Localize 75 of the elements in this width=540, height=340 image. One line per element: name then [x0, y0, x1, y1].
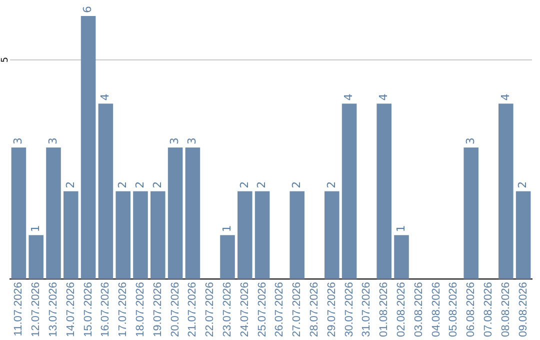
data-label: 4: [498, 94, 512, 101]
bar: [116, 191, 130, 279]
bar: [464, 147, 478, 279]
bar: [516, 191, 531, 279]
data-label: 2: [290, 181, 303, 188]
x-tick-label: 17.07.2026: [117, 282, 130, 338]
data-label: 3: [12, 137, 25, 144]
data-label: 3: [464, 137, 477, 144]
data-label: 2: [255, 181, 268, 188]
data-label: 2: [516, 181, 530, 188]
data-label: 3: [168, 137, 182, 144]
data-label: 6: [81, 6, 94, 13]
x-tick-label: 11.07.2026: [12, 282, 25, 336]
bar: [11, 147, 26, 279]
data-label: 2: [64, 181, 77, 188]
x-tick-label: 24.07.2026: [238, 282, 251, 338]
x-tick-label: 26.07.2026: [274, 282, 286, 338]
x-tick-label: 07.08.2026: [482, 282, 495, 338]
x-tick-label: 08.08.2026: [500, 282, 512, 338]
data-label: 3: [186, 137, 199, 144]
bar: [98, 104, 114, 279]
bar: [238, 191, 252, 279]
data-label: 1: [220, 225, 234, 232]
bar: [150, 191, 166, 279]
x-tick-label: 09.08.2026: [517, 282, 530, 338]
data-label: 3: [46, 137, 60, 144]
bar: [498, 104, 514, 279]
x-tick-label: 19.07.2026: [152, 282, 164, 338]
bar: [133, 191, 148, 279]
bar: [394, 235, 409, 279]
data-label: 2: [133, 181, 146, 188]
bar: [376, 104, 392, 279]
x-tick-label: 25.07.2026: [256, 282, 268, 338]
data-label: 4: [342, 94, 356, 101]
x-tick-label: 03.08.2026: [412, 282, 425, 338]
data-label: 2: [116, 181, 129, 188]
x-tick-label: 29.07.2026: [326, 282, 338, 338]
data-label: 1: [28, 225, 42, 232]
data-label: 2: [238, 181, 251, 188]
x-tick-label: 12.07.2026: [30, 282, 42, 338]
x-tick-label: 02.08.2026: [396, 282, 408, 338]
x-tick-label: 22.07.2026: [204, 282, 216, 338]
bar: [46, 147, 61, 279]
bar: [168, 147, 183, 279]
x-tick-label: 04.08.2026: [430, 282, 442, 338]
data-label: 2: [324, 181, 338, 188]
x-tick-label: 28.07.2026: [308, 282, 321, 338]
x-tick-label: 31.07.2026: [360, 282, 373, 338]
x-tick-label: 20.07.2026: [169, 282, 182, 338]
bar: [80, 16, 96, 279]
x-tick-label: 18.07.2026: [134, 282, 147, 338]
bar: [28, 235, 44, 279]
bar: [324, 191, 340, 279]
x-tick-label: 05.08.2026: [448, 282, 460, 338]
x-tick-label: 14.07.2026: [64, 282, 77, 338]
data-label: 4: [98, 94, 112, 101]
x-tick-label: 01.08.2026: [378, 282, 390, 338]
data-label: 2: [150, 181, 164, 188]
bar: [290, 191, 304, 279]
x-tick-label: 23.07.2026: [222, 282, 234, 338]
data-label: 4: [376, 94, 390, 101]
bar: [64, 191, 78, 279]
ref-line-label: 5: [0, 56, 10, 63]
x-tick-label: 30.07.2026: [343, 282, 356, 338]
bar: [220, 235, 235, 279]
x-tick-label: 15.07.2026: [82, 282, 94, 338]
x-tick-label: 16.07.2026: [100, 282, 112, 338]
x-tick-label: 21.07.2026: [186, 282, 199, 338]
bar: [185, 147, 200, 279]
bar: [342, 104, 357, 279]
data-label: 1: [394, 225, 408, 232]
x-tick-label: 06.08.2026: [465, 282, 478, 338]
x-tick-label: 27.07.2026: [291, 282, 304, 338]
x-tick-label: 13.07.2026: [48, 282, 60, 338]
bar: [254, 191, 270, 279]
